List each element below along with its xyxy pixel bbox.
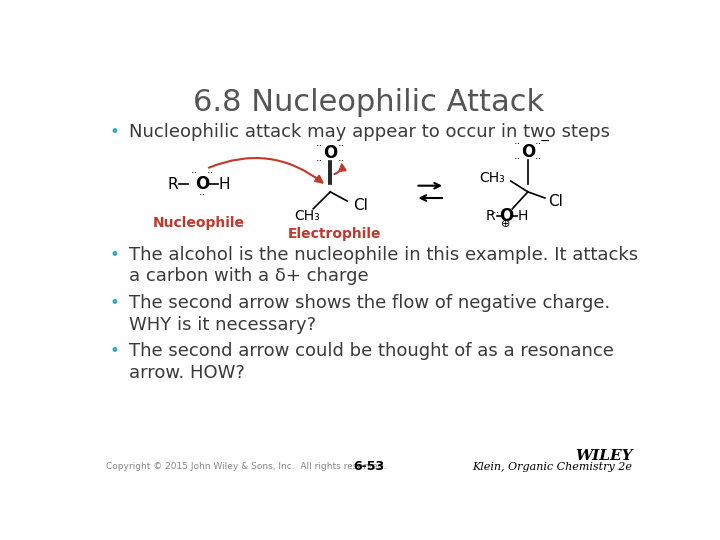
Text: a carbon with a δ+ charge: a carbon with a δ+ charge xyxy=(129,267,369,285)
Text: CH₃: CH₃ xyxy=(294,210,320,224)
Text: Nucleophile: Nucleophile xyxy=(153,215,245,230)
Text: ··: ·· xyxy=(338,156,345,166)
Text: Nucleophilic attack may appear to occur in two steps: Nucleophilic attack may appear to occur … xyxy=(129,123,610,140)
Text: R: R xyxy=(168,177,179,192)
Text: −: − xyxy=(540,134,550,147)
Text: •: • xyxy=(109,123,120,140)
Text: ··: ·· xyxy=(535,139,542,149)
Text: CH₃: CH₃ xyxy=(479,171,505,185)
Text: •: • xyxy=(109,246,120,264)
Text: Cl: Cl xyxy=(548,194,563,208)
Text: ··: ·· xyxy=(199,190,206,200)
Text: ··: ·· xyxy=(316,156,323,166)
Text: ··: ·· xyxy=(316,140,323,151)
Text: ··: ·· xyxy=(493,208,500,218)
Text: •: • xyxy=(109,342,120,360)
Text: •: • xyxy=(109,294,120,312)
Text: O: O xyxy=(323,144,338,163)
Text: 6.8 Nucleophilic Attack: 6.8 Nucleophilic Attack xyxy=(194,88,544,117)
Text: O: O xyxy=(195,175,210,193)
Text: ··: ·· xyxy=(513,154,521,165)
Text: Copyright © 2015 John Wiley & Sons, Inc.  All rights reserved.: Copyright © 2015 John Wiley & Sons, Inc.… xyxy=(106,462,386,471)
Text: H: H xyxy=(218,177,230,192)
Text: ··: ·· xyxy=(535,154,542,165)
Text: O: O xyxy=(499,207,513,226)
Text: ··: ·· xyxy=(338,140,345,151)
Text: 6-53: 6-53 xyxy=(354,460,384,473)
FancyArrowPatch shape xyxy=(335,165,346,174)
Text: O: O xyxy=(521,143,535,161)
Text: arrow. HOW?: arrow. HOW? xyxy=(129,363,245,382)
Text: R: R xyxy=(486,210,495,224)
Text: ··: ·· xyxy=(191,168,198,178)
Text: H: H xyxy=(518,210,528,224)
Text: ··: ·· xyxy=(513,139,521,149)
Text: The second arrow could be thought of as a resonance: The second arrow could be thought of as … xyxy=(129,342,613,360)
Text: ⊕: ⊕ xyxy=(502,219,511,229)
Text: Klein, Organic Chemistry 2e: Klein, Organic Chemistry 2e xyxy=(472,462,632,472)
FancyArrowPatch shape xyxy=(209,158,323,183)
Text: Electrophile: Electrophile xyxy=(287,227,381,241)
Text: ··: ·· xyxy=(207,168,214,178)
Text: WILEY: WILEY xyxy=(575,449,632,463)
Text: The second arrow shows the flow of negative charge.: The second arrow shows the flow of negat… xyxy=(129,294,610,312)
Text: Cl: Cl xyxy=(354,198,369,213)
Text: WHY is it necessary?: WHY is it necessary? xyxy=(129,316,316,334)
Text: The alcohol is the nucleophile in this example. It attacks: The alcohol is the nucleophile in this e… xyxy=(129,246,638,264)
